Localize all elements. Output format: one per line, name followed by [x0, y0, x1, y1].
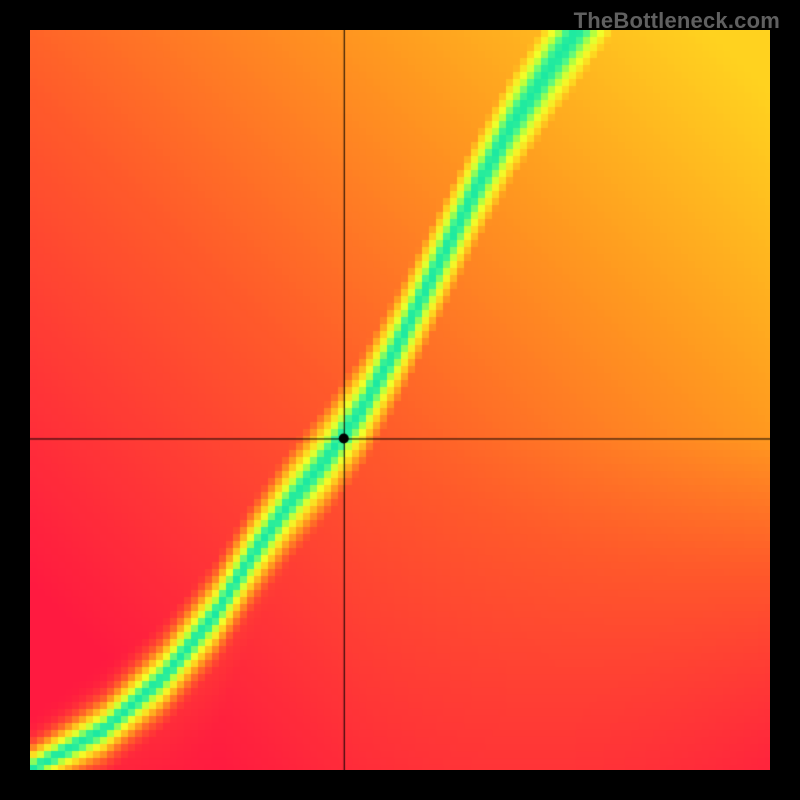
plot-frame	[30, 30, 770, 770]
watermark-text: TheBottleneck.com	[574, 8, 780, 34]
heatmap-canvas	[30, 30, 770, 770]
